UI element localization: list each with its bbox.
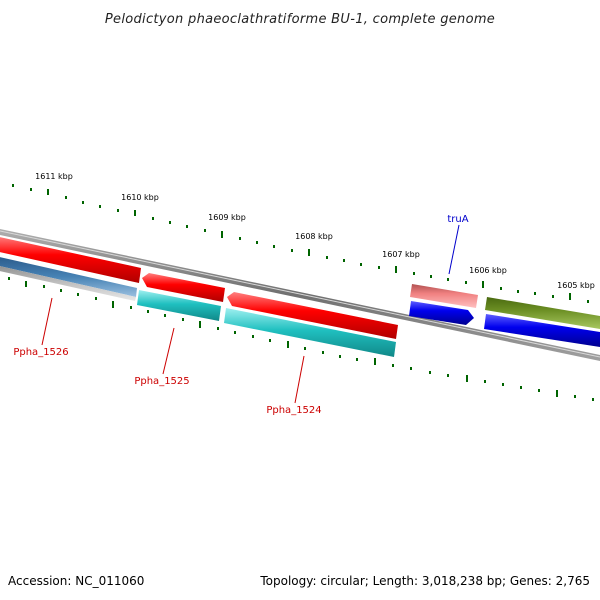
label-leader-line bbox=[41, 297, 53, 346]
gene-label-ppha-1526[interactable]: Ppha_1526 bbox=[13, 347, 68, 358]
forward-strand-genes bbox=[410, 284, 600, 329]
kbp-label: 1605 kbp bbox=[557, 281, 595, 290]
map-title: Pelodictyon phaeoclathratiforme BU-1, co… bbox=[105, 12, 495, 27]
kbp-label: 1606 kbp bbox=[469, 266, 507, 275]
gene-label-ppha-1524[interactable]: Ppha_1524 bbox=[266, 405, 321, 416]
kbp-label: 1610 kbp bbox=[121, 193, 159, 202]
gene-arrow bbox=[485, 297, 600, 329]
outer-tick-row bbox=[12, 184, 589, 303]
gene-arrow bbox=[227, 292, 398, 339]
inner-tick-row bbox=[8, 277, 594, 401]
topology-text: Topology: circular; Length: 3,018,238 bp… bbox=[260, 574, 590, 588]
kbp-label: 1608 kbp bbox=[295, 232, 333, 241]
gene-arrow bbox=[410, 284, 478, 308]
gene-labels: Ppha_1526 Ppha_1525 Ppha_1524 truA bbox=[13, 214, 468, 416]
gene-arrow bbox=[409, 301, 474, 325]
major-tick bbox=[25, 281, 558, 397]
gene-arrow bbox=[0, 237, 141, 283]
major-tick bbox=[47, 189, 571, 300]
kbp-label: 1607 kbp bbox=[382, 250, 420, 259]
minor-tick bbox=[8, 277, 594, 401]
gene-arrow bbox=[484, 314, 600, 347]
reverse-strand-genes bbox=[0, 237, 600, 357]
kbp-label: 1609 kbp bbox=[208, 213, 246, 222]
gene-label-trua[interactable]: truA bbox=[447, 214, 468, 225]
minor-tick bbox=[12, 184, 589, 303]
gene-arrow bbox=[137, 290, 221, 321]
accession-text: Accession: NC_011060 bbox=[8, 574, 145, 588]
label-leader-line bbox=[448, 224, 460, 275]
gene-arrow bbox=[142, 273, 225, 302]
kbp-labels: 1611 kbp 1610 kbp 1609 kbp 1608 kbp 1607… bbox=[35, 172, 595, 290]
label-leader-line bbox=[294, 355, 305, 404]
gene-arrow bbox=[224, 308, 396, 357]
label-leader-line bbox=[162, 327, 175, 375]
gene-arrow bbox=[0, 257, 137, 297]
gene-label-ppha-1525[interactable]: Ppha_1525 bbox=[134, 376, 189, 387]
kbp-label: 1611 kbp bbox=[35, 172, 73, 181]
